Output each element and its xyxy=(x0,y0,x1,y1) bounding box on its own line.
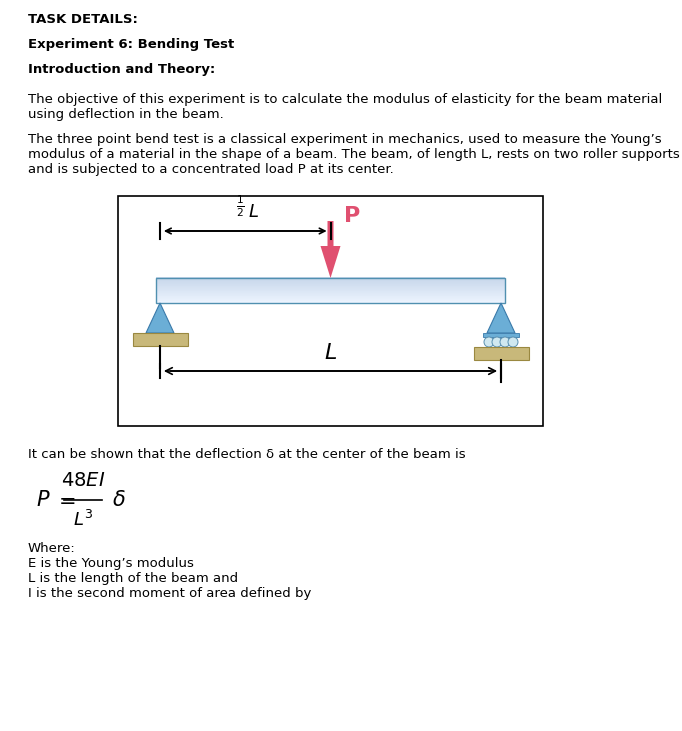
Text: E is the Young’s modulus: E is the Young’s modulus xyxy=(28,557,194,570)
Polygon shape xyxy=(487,303,515,333)
Circle shape xyxy=(492,337,502,347)
Text: $L$: $L$ xyxy=(324,343,337,363)
Text: $L^3$: $L^3$ xyxy=(73,510,93,530)
Bar xyxy=(156,287,505,288)
Circle shape xyxy=(484,337,494,347)
Circle shape xyxy=(500,337,510,347)
Bar xyxy=(156,280,505,281)
Bar xyxy=(156,283,505,284)
Bar xyxy=(156,279,505,280)
Text: The objective of this experiment is to calculate the modulus of elasticity for t: The objective of this experiment is to c… xyxy=(28,93,662,121)
Bar xyxy=(156,298,505,300)
Bar xyxy=(156,288,505,289)
Bar xyxy=(156,285,505,287)
Polygon shape xyxy=(321,221,340,278)
Text: $P$: $P$ xyxy=(36,490,50,510)
Bar xyxy=(156,295,505,296)
Bar xyxy=(156,298,505,299)
Bar xyxy=(156,297,505,298)
Bar xyxy=(156,290,505,292)
Text: The three point bend test is a classical experiment in mechanics, used to measur: The three point bend test is a classical… xyxy=(28,133,680,176)
Bar xyxy=(156,289,505,290)
Polygon shape xyxy=(146,303,174,333)
Bar xyxy=(156,299,505,300)
Bar xyxy=(156,282,505,284)
Bar xyxy=(156,294,505,295)
Bar xyxy=(156,300,505,302)
Bar xyxy=(483,333,519,337)
Bar xyxy=(156,292,505,293)
Bar xyxy=(156,277,505,279)
Circle shape xyxy=(508,337,518,347)
Text: $\delta$: $\delta$ xyxy=(112,490,125,510)
Text: $\frac{1}{2}$: $\frac{1}{2}$ xyxy=(236,194,245,219)
Bar xyxy=(156,284,505,286)
Bar xyxy=(156,292,505,294)
Bar xyxy=(156,302,505,303)
Text: I is the second moment of area defined by: I is the second moment of area defined b… xyxy=(28,587,312,600)
Bar xyxy=(156,281,505,283)
Bar xyxy=(156,281,505,282)
Bar xyxy=(156,287,505,289)
Text: Introduction and Theory:: Introduction and Theory: xyxy=(28,63,216,76)
Text: $48EI$: $48EI$ xyxy=(61,471,105,490)
Bar xyxy=(156,293,505,295)
Bar xyxy=(156,296,505,298)
Bar xyxy=(156,286,505,287)
Text: P: P xyxy=(344,206,359,226)
Text: TASK DETAILS:: TASK DETAILS: xyxy=(28,13,138,26)
Text: L is the length of the beam and: L is the length of the beam and xyxy=(28,572,238,585)
Text: $L$: $L$ xyxy=(248,203,258,221)
Bar xyxy=(473,347,529,360)
Bar xyxy=(156,279,505,281)
Bar xyxy=(156,291,505,292)
Text: It can be shown that the deflection δ at the center of the beam is: It can be shown that the deflection δ at… xyxy=(28,448,466,461)
Bar xyxy=(132,333,188,346)
Text: Where:: Where: xyxy=(28,542,76,555)
Bar xyxy=(156,278,505,303)
Bar xyxy=(118,196,543,426)
Text: Experiment 6: Bending Test: Experiment 6: Bending Test xyxy=(28,38,234,51)
Text: $=$: $=$ xyxy=(54,490,76,510)
Bar xyxy=(156,300,505,301)
